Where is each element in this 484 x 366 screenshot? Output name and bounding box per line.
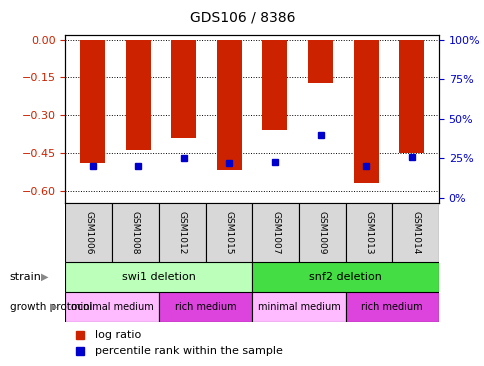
Bar — [171, 40, 196, 138]
Text: rich medium: rich medium — [361, 302, 422, 312]
Text: GSM1008: GSM1008 — [131, 211, 140, 254]
Text: ▶: ▶ — [50, 302, 57, 312]
Bar — [125, 40, 151, 150]
Text: GSM1009: GSM1009 — [317, 211, 326, 254]
Bar — [158, 292, 252, 322]
Text: swi1 deletion: swi1 deletion — [121, 272, 196, 282]
Text: GSM1013: GSM1013 — [363, 211, 373, 254]
Text: minimal medium: minimal medium — [71, 302, 153, 312]
Bar — [252, 203, 298, 262]
Text: strain: strain — [10, 272, 42, 282]
Bar — [205, 203, 252, 262]
Text: log ratio: log ratio — [95, 330, 141, 340]
Bar — [353, 40, 378, 183]
Bar — [392, 203, 438, 262]
Bar — [262, 40, 287, 130]
Text: rich medium: rich medium — [174, 302, 236, 312]
Bar — [398, 40, 423, 153]
Text: GSM1007: GSM1007 — [271, 211, 279, 254]
Bar — [80, 40, 105, 163]
Text: GSM1006: GSM1006 — [84, 211, 93, 254]
Text: GSM1015: GSM1015 — [224, 211, 233, 254]
Text: percentile rank within the sample: percentile rank within the sample — [95, 346, 283, 356]
Bar — [298, 203, 345, 262]
Text: GDS106 / 8386: GDS106 / 8386 — [189, 11, 295, 25]
Text: snf2 deletion: snf2 deletion — [308, 272, 381, 282]
Bar — [65, 262, 252, 292]
Bar — [65, 292, 158, 322]
Bar — [158, 203, 205, 262]
Text: GSM1014: GSM1014 — [410, 211, 419, 254]
Bar — [307, 40, 333, 82]
Text: minimal medium: minimal medium — [257, 302, 340, 312]
Text: GSM1012: GSM1012 — [177, 211, 186, 254]
Text: growth protocol: growth protocol — [10, 302, 92, 312]
Bar — [65, 203, 112, 262]
Bar — [252, 292, 345, 322]
Bar — [345, 203, 392, 262]
Text: ▶: ▶ — [41, 272, 48, 282]
Bar — [216, 40, 242, 171]
Bar — [345, 292, 438, 322]
Bar — [252, 262, 438, 292]
Bar — [112, 203, 158, 262]
